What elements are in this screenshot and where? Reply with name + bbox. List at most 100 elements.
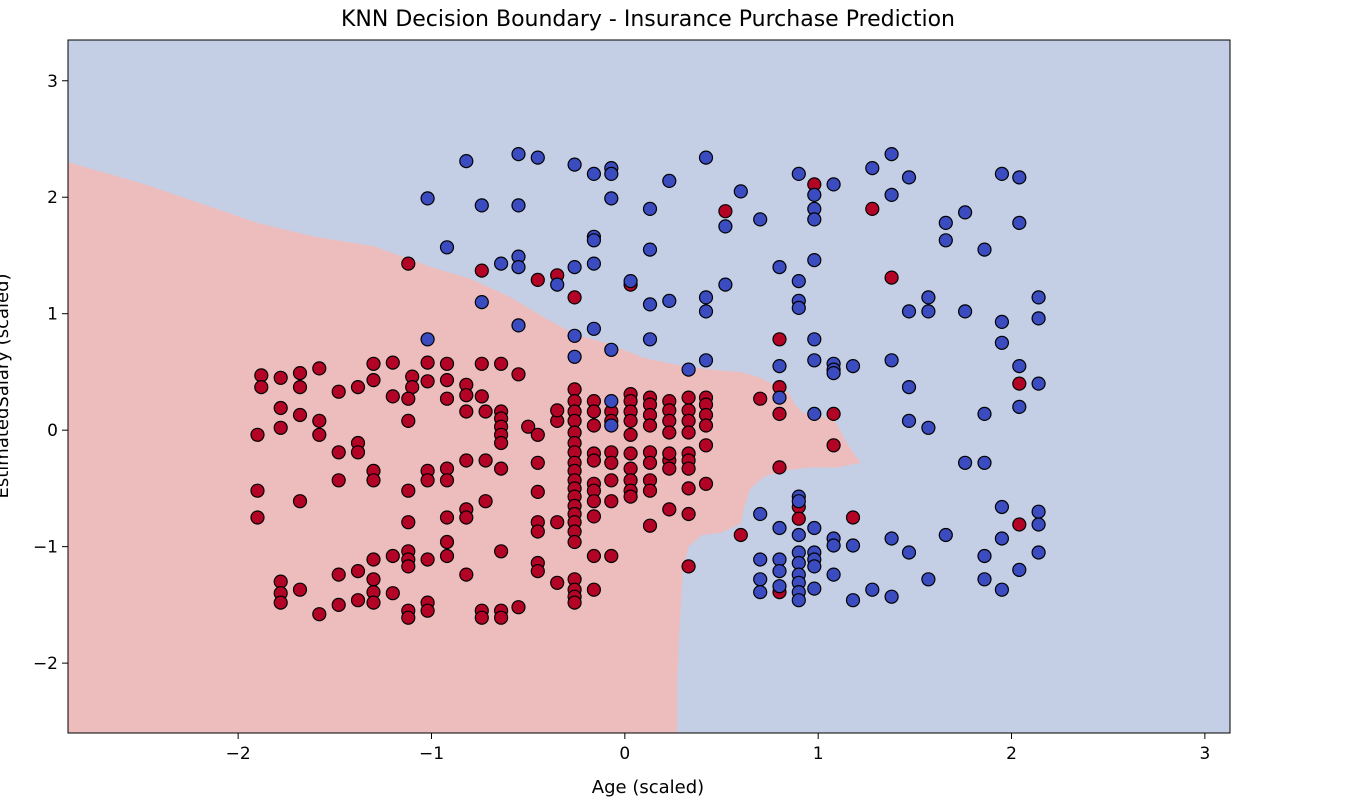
class-0-point <box>350 380 366 395</box>
class-0-point <box>385 355 400 370</box>
class-0-point <box>254 368 269 383</box>
class-0-point <box>586 548 602 564</box>
class-0-point <box>681 425 696 440</box>
class-1-point <box>884 531 899 546</box>
class-1-point <box>567 349 582 364</box>
x-tick-label: −2 <box>226 744 251 764</box>
class-0-point <box>530 427 545 442</box>
class-1-point <box>662 173 677 188</box>
class-1-point <box>511 260 526 275</box>
class-1-point <box>698 150 714 165</box>
class-1-point <box>586 321 602 336</box>
class-0-point <box>478 453 493 468</box>
class-0-point <box>511 600 526 615</box>
class-1-point <box>807 253 822 268</box>
x-tick-label: 0 <box>619 744 630 764</box>
class-1-point <box>604 342 619 357</box>
class-1-point <box>586 256 602 271</box>
class-0-point <box>586 453 602 468</box>
class-1-point <box>698 290 714 305</box>
y-axis-label: EstimatedSalary (scaled) <box>0 273 13 498</box>
class-0-point <box>567 382 582 397</box>
chart-title: KNN Decision Boundary - Insurance Purcha… <box>341 7 955 32</box>
class-0-point <box>474 356 489 371</box>
class-1-point <box>642 242 658 257</box>
class-0-point <box>420 355 435 370</box>
class-0-point <box>494 435 509 451</box>
class-0-point <box>439 391 455 406</box>
class-1-point <box>772 260 787 275</box>
class-0-point <box>567 290 582 305</box>
class-0-point <box>331 567 346 582</box>
class-0-point <box>494 356 509 371</box>
class-1-point <box>586 233 602 248</box>
class-0-point <box>623 461 638 476</box>
class-1-point <box>884 589 899 604</box>
class-0-point <box>312 361 327 376</box>
class-1-point <box>530 150 545 165</box>
class-1-point <box>845 593 861 608</box>
class-1-point <box>681 362 696 377</box>
class-1-point <box>807 406 822 421</box>
class-0-point <box>439 473 455 488</box>
class-1-point <box>994 335 1010 350</box>
class-0-point <box>1012 517 1027 532</box>
class-0-point <box>681 559 696 574</box>
class-1-point <box>474 198 489 213</box>
class-0-point <box>586 494 602 509</box>
class-1-point <box>623 274 638 289</box>
class-0-point <box>604 455 619 470</box>
class-0-point <box>586 418 602 433</box>
class-0-point <box>420 374 435 389</box>
class-1-point <box>494 256 509 271</box>
class-1-point <box>642 332 658 347</box>
class-1-point <box>901 545 917 560</box>
class-0-point <box>662 461 677 476</box>
class-1-point <box>1012 359 1027 374</box>
class-0-point <box>567 595 582 610</box>
class-0-point <box>420 552 435 567</box>
class-0-point <box>292 380 308 395</box>
y-tick-label: 3 <box>47 72 58 92</box>
class-0-point <box>350 593 366 608</box>
class-1-point <box>921 420 936 435</box>
class-1-point <box>550 277 565 292</box>
class-0-point <box>772 332 787 347</box>
x-tick-label: 2 <box>1006 744 1017 764</box>
class-0-point <box>401 559 416 574</box>
class-0-point <box>331 597 346 613</box>
class-1-point <box>718 219 733 234</box>
class-1-point <box>826 177 841 192</box>
class-0-point <box>494 544 509 559</box>
class-1-point <box>921 572 936 587</box>
class-1-point <box>753 506 768 522</box>
class-0-point <box>420 603 435 618</box>
class-0-point <box>511 367 526 382</box>
class-0-point <box>604 473 619 488</box>
class-0-point <box>292 366 308 381</box>
class-0-point <box>439 356 455 371</box>
class-0-point <box>273 400 288 416</box>
class-1-point <box>1031 311 1046 326</box>
class-0-point <box>826 406 841 421</box>
class-0-point <box>474 389 489 404</box>
class-0-point <box>459 510 474 525</box>
class-1-point <box>1031 290 1046 305</box>
class-1-point <box>977 548 992 564</box>
class-0-point <box>366 373 381 388</box>
class-0-point <box>733 527 748 543</box>
class-1-point <box>977 406 992 421</box>
x-axis: −2 −1 0 1 2 3 <box>226 733 1210 764</box>
class-0-point <box>772 460 787 475</box>
class-0-point <box>439 461 455 476</box>
class-0-point <box>662 425 677 440</box>
class-0-point <box>642 418 658 433</box>
class-1-point <box>791 166 806 181</box>
class-1-point <box>791 593 806 608</box>
class-1-point <box>994 314 1010 329</box>
class-1-point <box>977 572 992 587</box>
class-1-point <box>420 332 435 347</box>
class-1-point <box>604 166 619 181</box>
plot-frame <box>67 39 1231 734</box>
